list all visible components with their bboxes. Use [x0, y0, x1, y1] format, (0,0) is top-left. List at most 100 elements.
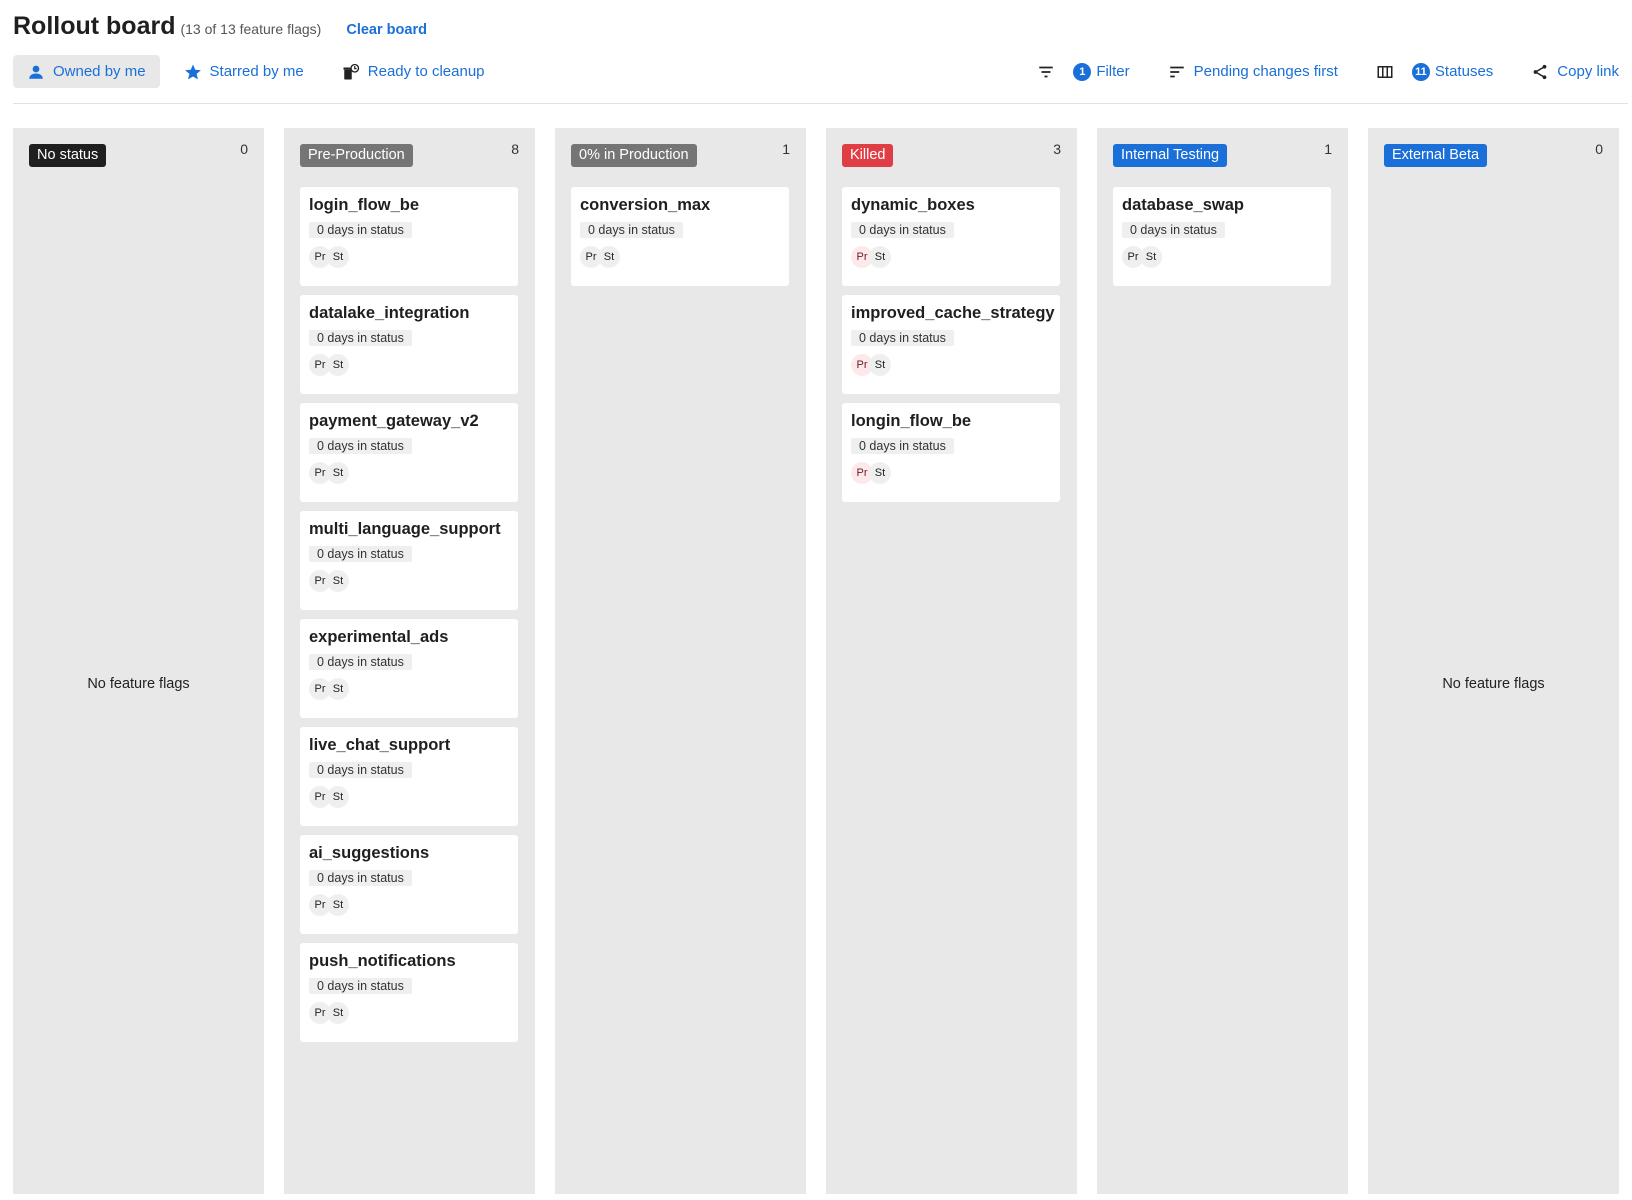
flag-name: login_flow_be	[309, 196, 420, 214]
environment-badge: St	[327, 678, 349, 700]
environment-badge: Pr	[309, 354, 331, 376]
statuses-count-badge: 11	[1411, 62, 1430, 81]
environment-list: Pr St	[309, 894, 509, 916]
status-column: Pre-Production 8 login_flow_be 0 days in…	[284, 128, 535, 1194]
environment-badge: St	[327, 246, 349, 268]
flag-name: experimental_ads	[309, 628, 449, 646]
days-in-status-tag: 0 days in status	[309, 330, 412, 346]
days-in-status-tag: 0 days in status	[580, 222, 683, 238]
flag-name: longin_flow_be	[851, 412, 972, 430]
status-label: Pre-Production	[300, 144, 413, 167]
owned-by-me-button[interactable]: Owned by me	[13, 55, 160, 88]
header-divider	[13, 103, 1628, 104]
days-in-status-tag: 0 days in status	[309, 654, 412, 670]
environment-badge: Pr	[851, 354, 873, 376]
environment-badge: St	[327, 786, 349, 808]
flag-name: payment_gateway_v2	[309, 412, 479, 430]
status-label: Killed	[842, 144, 894, 167]
flag-name: database_swap	[1122, 196, 1244, 214]
owned-by-me-label: Owned by me	[53, 63, 146, 80]
days-in-status-tag: 0 days in status	[309, 546, 412, 562]
environment-list: Pr St	[851, 354, 1051, 376]
filter-icon	[1039, 66, 1054, 77]
flag-count: (13 of 13 feature flags)	[180, 21, 322, 37]
environment-badge: St	[327, 894, 349, 916]
copy-link-button[interactable]: Copy link	[1517, 55, 1619, 88]
environment-list: Pr St	[309, 354, 509, 376]
person-icon	[29, 65, 43, 79]
clear-board-link[interactable]: Clear board	[346, 22, 427, 38]
flag-name: multi_language_support	[309, 520, 501, 538]
statuses-button[interactable]: 11 Statuses	[1362, 55, 1507, 88]
environment-list: Pr St	[309, 786, 509, 808]
days-in-status-tag: 0 days in status	[851, 330, 954, 346]
column-count: 8	[511, 141, 519, 157]
environment-badge: Pr	[851, 246, 873, 268]
column-count: 1	[1324, 141, 1332, 157]
environment-badge: Pr	[309, 1002, 331, 1024]
environment-badge: Pr	[580, 246, 602, 268]
feature-flag-card[interactable]: login_flow_be 0 days in status Pr St	[300, 187, 518, 286]
environment-badge: Pr	[309, 894, 331, 916]
column-count: 3	[1053, 141, 1061, 157]
feature-flag-card[interactable]: ai_suggestions 0 days in status Pr St	[300, 835, 518, 934]
status-column: External Beta 0 No feature flags	[1368, 128, 1619, 1194]
days-in-status-tag: 0 days in status	[851, 438, 954, 454]
days-in-status-tag: 0 days in status	[309, 438, 412, 454]
status-label: External Beta	[1384, 144, 1488, 167]
environment-badge: St	[327, 462, 349, 484]
empty-column-message: No feature flags	[87, 676, 190, 692]
copy-link-label: Copy link	[1557, 63, 1619, 80]
environment-list: Pr St	[309, 462, 509, 484]
share-icon	[1533, 64, 1547, 79]
environment-badge: St	[327, 354, 349, 376]
feature-flag-card[interactable]: improved_cache_strategy 0 days in status…	[842, 295, 1060, 394]
environment-list: Pr St	[851, 246, 1051, 268]
environment-badge: Pr	[309, 462, 331, 484]
environment-badge: Pr	[309, 570, 331, 592]
column-count: 0	[240, 141, 248, 157]
filter-count-badge: 1	[1073, 62, 1092, 81]
status-column: 0% in Production 1 conversion_max 0 days…	[555, 128, 806, 1194]
environment-badge: Pr	[1122, 246, 1144, 268]
days-in-status-tag: 0 days in status	[309, 978, 412, 994]
environment-badge: Pr	[851, 462, 873, 484]
toolbar: Owned by me Starred by me Ready to clean…	[13, 55, 1619, 88]
sort-label: Pending changes first	[1193, 63, 1338, 80]
feature-flag-card[interactable]: datalake_integration 0 days in status Pr…	[300, 295, 518, 394]
environment-badge: St	[869, 354, 891, 376]
feature-flag-card[interactable]: payment_gateway_v2 0 days in status Pr St	[300, 403, 518, 502]
feature-flag-card[interactable]: dynamic_boxes 0 days in status Pr St	[842, 187, 1060, 286]
empty-column-message: No feature flags	[1442, 676, 1545, 692]
starred-by-me-button[interactable]: Starred by me	[170, 55, 318, 88]
page-header: Rollout board (13 of 13 feature flags) C…	[13, 12, 427, 41]
statuses-label: Statuses	[1434, 63, 1494, 80]
columns-icon	[1377, 65, 1393, 78]
starred-by-me-label: Starred by me	[209, 63, 304, 80]
status-label: Internal Testing	[1113, 144, 1228, 167]
column-count: 0	[1595, 141, 1603, 157]
feature-flag-card[interactable]: longin_flow_be 0 days in status Pr St	[842, 403, 1060, 502]
feature-flag-card[interactable]: experimental_ads 0 days in status Pr St	[300, 619, 518, 718]
ready-to-cleanup-label: Ready to cleanup	[367, 63, 485, 80]
flag-name: dynamic_boxes	[851, 196, 975, 214]
filter-button[interactable]: 1 Filter	[1023, 55, 1143, 88]
days-in-status-tag: 0 days in status	[1122, 222, 1225, 238]
status-label: 0% in Production	[571, 144, 697, 167]
ready-to-cleanup-button[interactable]: Ready to cleanup	[328, 55, 499, 88]
feature-flag-card[interactable]: push_notifications 0 days in status Pr St	[300, 943, 518, 1042]
environment-badge: St	[598, 246, 620, 268]
feature-flag-card[interactable]: database_swap 0 days in status Pr St	[1113, 187, 1331, 286]
flag-name: ai_suggestions	[309, 844, 430, 862]
status-column: Killed 3 dynamic_boxes 0 days in status …	[826, 128, 1077, 1194]
sort-icon	[1169, 66, 1184, 77]
page-title: Rollout board	[13, 12, 176, 40]
feature-flag-card[interactable]: live_chat_support 0 days in status Pr St	[300, 727, 518, 826]
status-column: No status 0 No feature flags	[13, 128, 264, 1194]
feature-flag-card[interactable]: conversion_max 0 days in status Pr St	[571, 187, 789, 286]
feature-flag-card[interactable]: multi_language_support 0 days in status …	[300, 511, 518, 610]
sort-button[interactable]: Pending changes first	[1154, 55, 1352, 88]
column-count: 1	[782, 141, 790, 157]
environment-list: Pr St	[851, 462, 1051, 484]
environment-badge: St	[327, 570, 349, 592]
